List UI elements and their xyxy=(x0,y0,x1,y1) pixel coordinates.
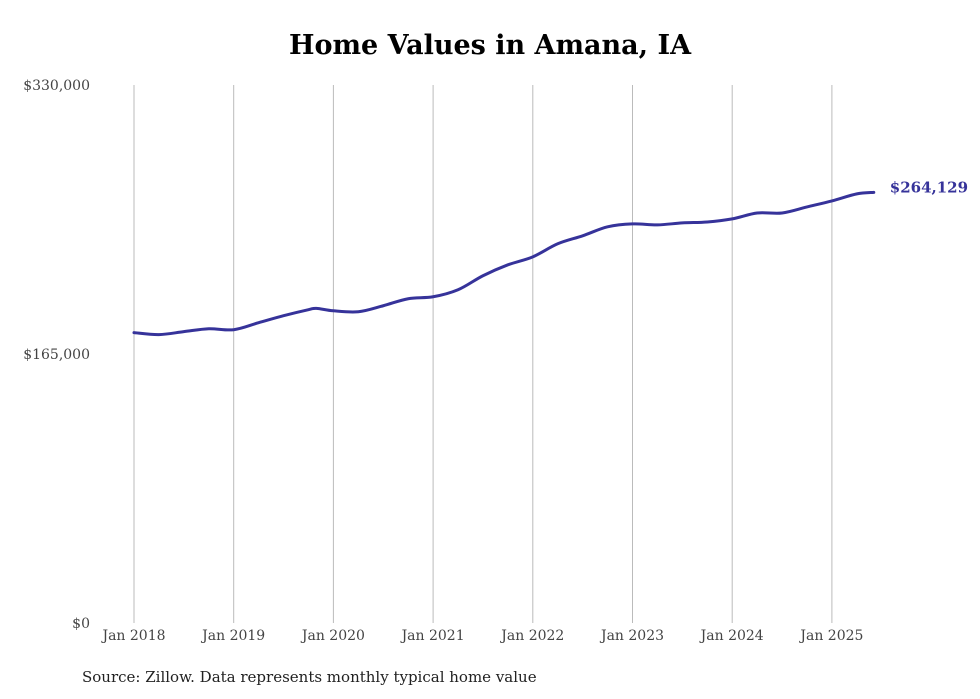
source-note: Source: Zillow. Data represents monthly … xyxy=(82,668,537,686)
chart-title: Home Values in Amana, IA xyxy=(288,30,692,61)
y-tick-label: $165,000 xyxy=(23,347,90,363)
x-tick-label: Jan 2022 xyxy=(499,628,564,644)
x-tick-label: Jan 2018 xyxy=(100,628,165,644)
x-tick-label: Jan 2025 xyxy=(798,628,863,644)
end-value-label: $264,129 xyxy=(890,178,968,196)
y-tick-label: $330,000 xyxy=(23,78,90,94)
y-tick-label: $0 xyxy=(72,616,90,632)
x-tick-label: Jan 2019 xyxy=(200,628,265,644)
x-tick-label: Jan 2023 xyxy=(599,628,664,644)
x-tick-label: Jan 2020 xyxy=(300,628,365,644)
series-line-home-value xyxy=(132,190,876,337)
x-tick-label: Jan 2024 xyxy=(699,628,764,644)
x-tick-label: Jan 2021 xyxy=(400,628,465,644)
